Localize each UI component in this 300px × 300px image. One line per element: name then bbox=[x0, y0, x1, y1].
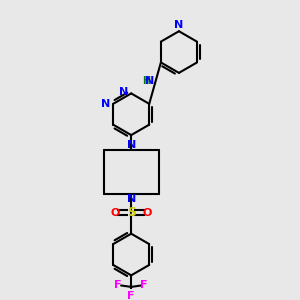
Text: O: O bbox=[142, 208, 152, 218]
Text: N: N bbox=[127, 194, 136, 204]
Text: N: N bbox=[174, 20, 184, 30]
Text: H: H bbox=[142, 76, 150, 86]
Text: F: F bbox=[128, 292, 135, 300]
Text: F: F bbox=[114, 280, 122, 290]
Text: N: N bbox=[101, 99, 111, 109]
Text: O: O bbox=[111, 208, 120, 218]
Text: N: N bbox=[119, 87, 129, 97]
Text: N: N bbox=[145, 76, 154, 86]
Text: N: N bbox=[127, 140, 136, 150]
Text: S: S bbox=[127, 206, 136, 219]
Text: F: F bbox=[140, 280, 148, 290]
